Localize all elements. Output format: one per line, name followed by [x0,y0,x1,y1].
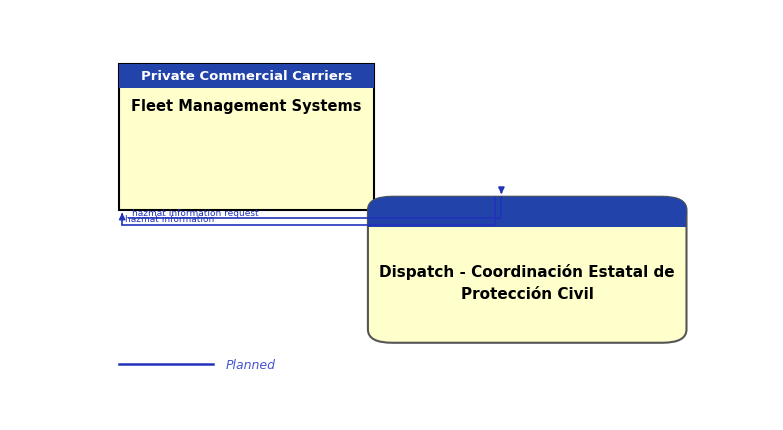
FancyBboxPatch shape [368,197,687,227]
Text: hazmat information request: hazmat information request [132,208,258,217]
Text: hazmat information: hazmat information [124,215,214,224]
Text: Fleet Management Systems: Fleet Management Systems [132,98,362,114]
Text: Dispatch - Coordinación Estatal de
Protección Civil: Dispatch - Coordinación Estatal de Prote… [380,264,675,302]
FancyBboxPatch shape [368,197,687,343]
FancyBboxPatch shape [119,65,374,89]
Text: Private Commercial Carriers: Private Commercial Carriers [141,70,352,83]
FancyBboxPatch shape [368,211,687,227]
FancyBboxPatch shape [119,65,374,211]
Text: Planned: Planned [226,358,276,371]
